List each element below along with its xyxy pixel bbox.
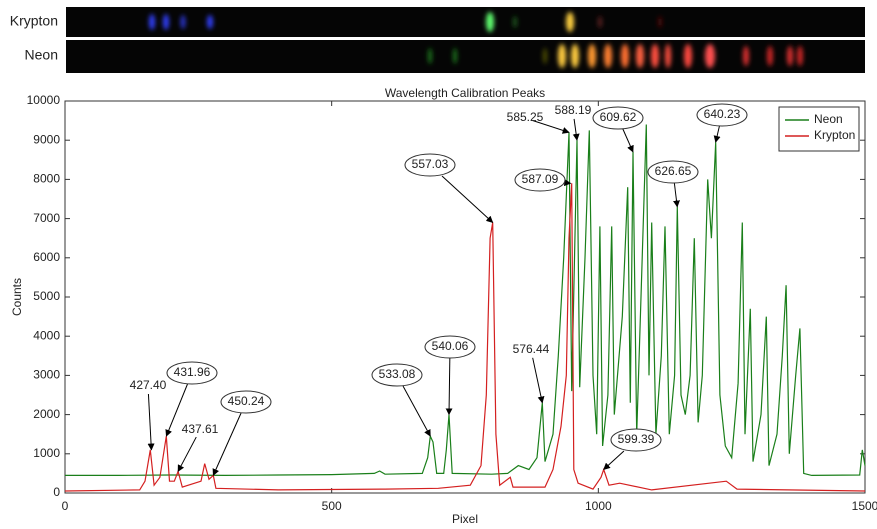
annotation-label: 540.06 <box>432 339 469 353</box>
annotation-arrow <box>403 386 430 436</box>
annotation-arrow <box>604 451 624 469</box>
annotation-arrow <box>564 183 571 184</box>
y-tick-label: 3000 <box>33 368 60 382</box>
y-tick-label: 4000 <box>33 328 60 342</box>
x-tick-label: 0 <box>62 499 69 513</box>
annotation-arrow <box>716 126 720 142</box>
annotation-label: 557.03 <box>412 157 449 171</box>
x-tick-label: 1500 <box>852 499 877 513</box>
x-tick-label: 500 <box>322 499 342 513</box>
annotation-arrow <box>623 129 633 152</box>
x-axis-label: Pixel <box>452 512 478 526</box>
krypton-spectrum <box>66 7 865 37</box>
strip-label: Krypton <box>10 13 58 29</box>
annotation-label: 576.44 <box>513 342 550 356</box>
legend-label: Krypton <box>814 128 855 142</box>
annotation-label: 588.19 <box>555 103 592 117</box>
y-axis-label: Counts <box>10 278 24 316</box>
y-tick-label: 7000 <box>33 211 60 225</box>
annotation-arrow <box>533 358 543 403</box>
annotation-label: 533.08 <box>379 367 416 381</box>
y-tick-label: 9000 <box>33 132 60 146</box>
y-tick-label: 8000 <box>33 172 60 186</box>
annotation-label: 640.23 <box>704 107 741 121</box>
y-tick-label: 0 <box>53 485 60 499</box>
y-tick-label: 2000 <box>33 407 60 421</box>
annotation-label: 587.09 <box>522 172 559 186</box>
annotation-label: 599.39 <box>618 432 655 446</box>
y-tick-label: 10000 <box>27 93 61 107</box>
y-tick-label: 5000 <box>33 289 60 303</box>
annotation-label: 431.96 <box>174 365 211 379</box>
annotation-label: 427.40 <box>130 378 167 392</box>
annotation-arrow <box>442 176 493 223</box>
annotation-arrow <box>449 358 450 415</box>
x-tick-label: 1000 <box>585 499 612 513</box>
y-tick-label: 6000 <box>33 250 60 264</box>
series-line <box>65 183 865 491</box>
figure: Krypton Neon Wavelength Calibration Peak… <box>0 0 877 529</box>
annotation-arrow <box>178 437 196 471</box>
annotation-label: 450.24 <box>228 394 265 408</box>
chart-title: Wavelength Calibration Peaks <box>385 86 545 100</box>
annotation-arrow <box>674 183 677 207</box>
annotation-arrow <box>148 394 151 450</box>
annotation-label: 626.65 <box>655 164 692 178</box>
annotation-label: 609.62 <box>600 110 637 124</box>
strip-label: Neon <box>25 47 58 63</box>
y-tick-label: 1000 <box>33 446 60 460</box>
annotation-label: 437.61 <box>182 422 219 436</box>
annotation-label: 585.25 <box>507 110 544 124</box>
legend-label: Neon <box>814 112 843 126</box>
annotation-arrow <box>574 119 577 140</box>
